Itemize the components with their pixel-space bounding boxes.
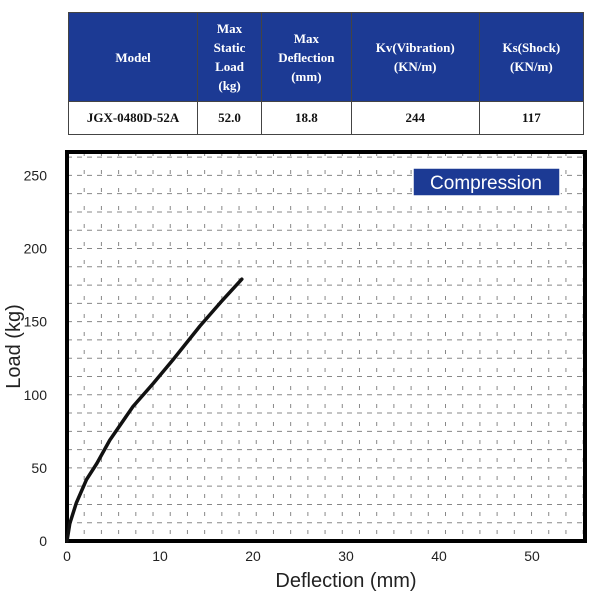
series-line bbox=[65, 277, 244, 543]
y-tick-label: 250 bbox=[24, 167, 48, 183]
table-cell: 18.8 bbox=[261, 101, 352, 135]
y-tick-label: 200 bbox=[24, 241, 48, 257]
y-tick-label: 50 bbox=[31, 460, 47, 476]
y-tick-label: 100 bbox=[24, 387, 48, 403]
table-row: JGX-0480D-52A 52.0 18.8 244 117 bbox=[67, 101, 585, 135]
column-header: Ks(Shock) (KN/m) bbox=[478, 12, 585, 102]
x-tick-label: 10 bbox=[152, 548, 168, 564]
x-tick-label: 30 bbox=[338, 548, 354, 564]
table-cell: JGX-0480D-52A bbox=[67, 101, 199, 135]
y-tick-label: 150 bbox=[24, 314, 48, 330]
legend-box bbox=[412, 167, 561, 197]
legend-label: Compression bbox=[430, 173, 542, 194]
spec-table: Model Max Static Load (kg) Max Deflection (mm) K… bbox=[67, 12, 585, 135]
column-header: Model bbox=[67, 12, 199, 102]
table-cell: 117 bbox=[478, 101, 585, 135]
x-tick-label: 0 bbox=[63, 548, 71, 564]
table-cell: 244 bbox=[350, 101, 480, 135]
table-header-row: Model Max Static Load (kg) Max Deflection (mm) K… bbox=[67, 12, 585, 102]
y-axis-label: Load (kg) bbox=[3, 304, 25, 389]
plot-frame bbox=[65, 150, 587, 543]
column-header: Max Static Load (kg) bbox=[197, 12, 262, 102]
y-tick-label: 0 bbox=[39, 533, 47, 549]
column-header: Max Deflection (mm) bbox=[261, 12, 352, 102]
x-axis-label: Deflection (mm) bbox=[275, 570, 416, 592]
table-cell: 52.0 bbox=[197, 101, 262, 135]
x-tick-label: 50 bbox=[524, 548, 540, 564]
x-tick-label: 20 bbox=[245, 548, 261, 564]
x-tick-label: 40 bbox=[431, 548, 447, 564]
